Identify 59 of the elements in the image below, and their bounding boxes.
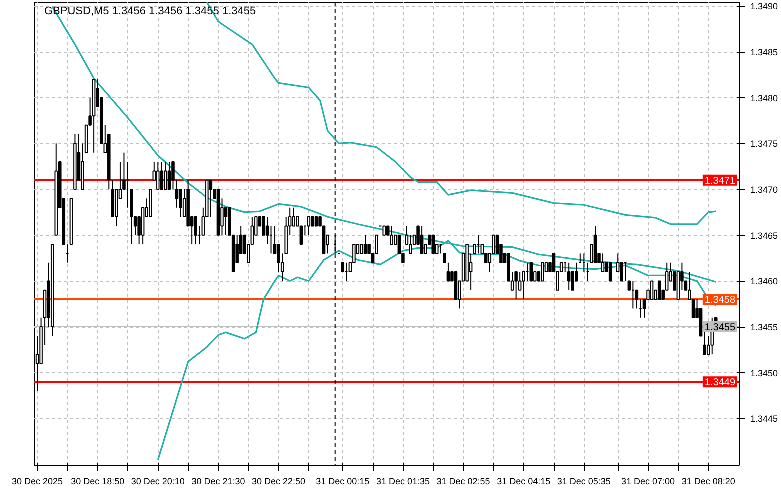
y-tick-label: 1.3465: [750, 230, 778, 241]
y-tick-label: 1.3470: [750, 185, 778, 196]
ref-line-label: 1.3455: [704, 322, 736, 334]
ref-line-label: 1.3471: [704, 176, 736, 187]
x-tick-label: 31 Dec 05:35: [557, 476, 611, 486]
candlestick: [620, 262, 624, 282]
x-tick-label: 30 Dec 22:50: [252, 476, 306, 486]
candlestick: [364, 234, 368, 254]
candlestick: [601, 253, 605, 273]
x-tick-label: 31 Dec 08:20: [682, 476, 736, 486]
x-tick-label: 30 Dec 2025: [12, 476, 64, 486]
candlestick: [567, 262, 571, 291]
candlestick: [311, 216, 314, 227]
y-tick-label: 1.3450: [750, 368, 778, 378]
candlestick: [382, 226, 386, 236]
x-tick-label: 31 Dec 02:55: [436, 476, 490, 486]
candlestick: [209, 180, 213, 218]
candlestick: [224, 207, 228, 236]
candlestick: [156, 162, 160, 190]
candlestick: [172, 162, 175, 190]
y-tick-label: 1.3445: [750, 414, 778, 424]
candlestick: [307, 216, 311, 236]
candlestick: [420, 226, 424, 254]
x-tick-label: 31 Dec 07:00: [621, 476, 676, 486]
candlestick: [541, 262, 544, 282]
x-tick-label: 30 Dec 20:10: [131, 476, 185, 486]
candlestick: [292, 207, 296, 227]
candlestick: [390, 226, 394, 246]
y-tick-label: 1.3460: [750, 276, 778, 287]
ref-line-label: 1.3449: [704, 378, 736, 389]
candlestick: [360, 244, 364, 254]
candlestick: [314, 216, 318, 227]
x-tick-label: 30 Dec 18:50: [71, 476, 125, 486]
candlestick: [194, 216, 198, 246]
candlestick: [608, 262, 612, 282]
x-tick-label: 31 Dec 04:15: [497, 476, 551, 486]
x-tick-label: 30 Dec 21:30: [192, 476, 246, 486]
x-tick-label: 31 Dec 00:15: [316, 476, 370, 486]
candlestick: [658, 280, 662, 300]
candlestick: [650, 280, 654, 300]
y-tick-label: 1.3490: [750, 2, 778, 12]
x-tick-label: 31 Dec 01:35: [376, 476, 430, 486]
y-tick-label: 1.3455: [750, 322, 778, 333]
y-tick-label: 1.3485: [750, 48, 778, 58]
candlestick: [706, 336, 710, 356]
candlestick: [175, 180, 179, 208]
y-tick-label: 1.3480: [750, 93, 778, 104]
candlestick: [514, 272, 518, 300]
ref-line-label: 1.3458: [704, 295, 736, 306]
y-tick-label: 1.3475: [750, 139, 778, 150]
candlestick: [530, 262, 534, 282]
candlestick: [168, 162, 172, 190]
candlestick: [432, 234, 436, 254]
candlestick: [160, 162, 164, 190]
candlestick: [446, 262, 450, 282]
candlestick: [443, 253, 446, 264]
candlestick: [409, 234, 412, 254]
candlestick: [164, 162, 168, 190]
candlestick: [266, 216, 270, 246]
